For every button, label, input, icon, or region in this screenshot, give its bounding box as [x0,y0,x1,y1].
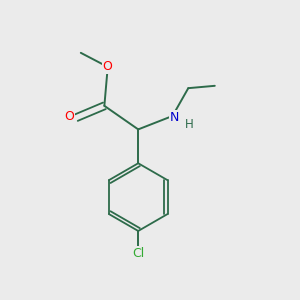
Text: H: H [185,118,194,130]
Text: O: O [64,110,74,123]
Text: Cl: Cl [132,247,144,260]
Text: N: N [170,111,179,124]
Text: O: O [102,60,112,73]
